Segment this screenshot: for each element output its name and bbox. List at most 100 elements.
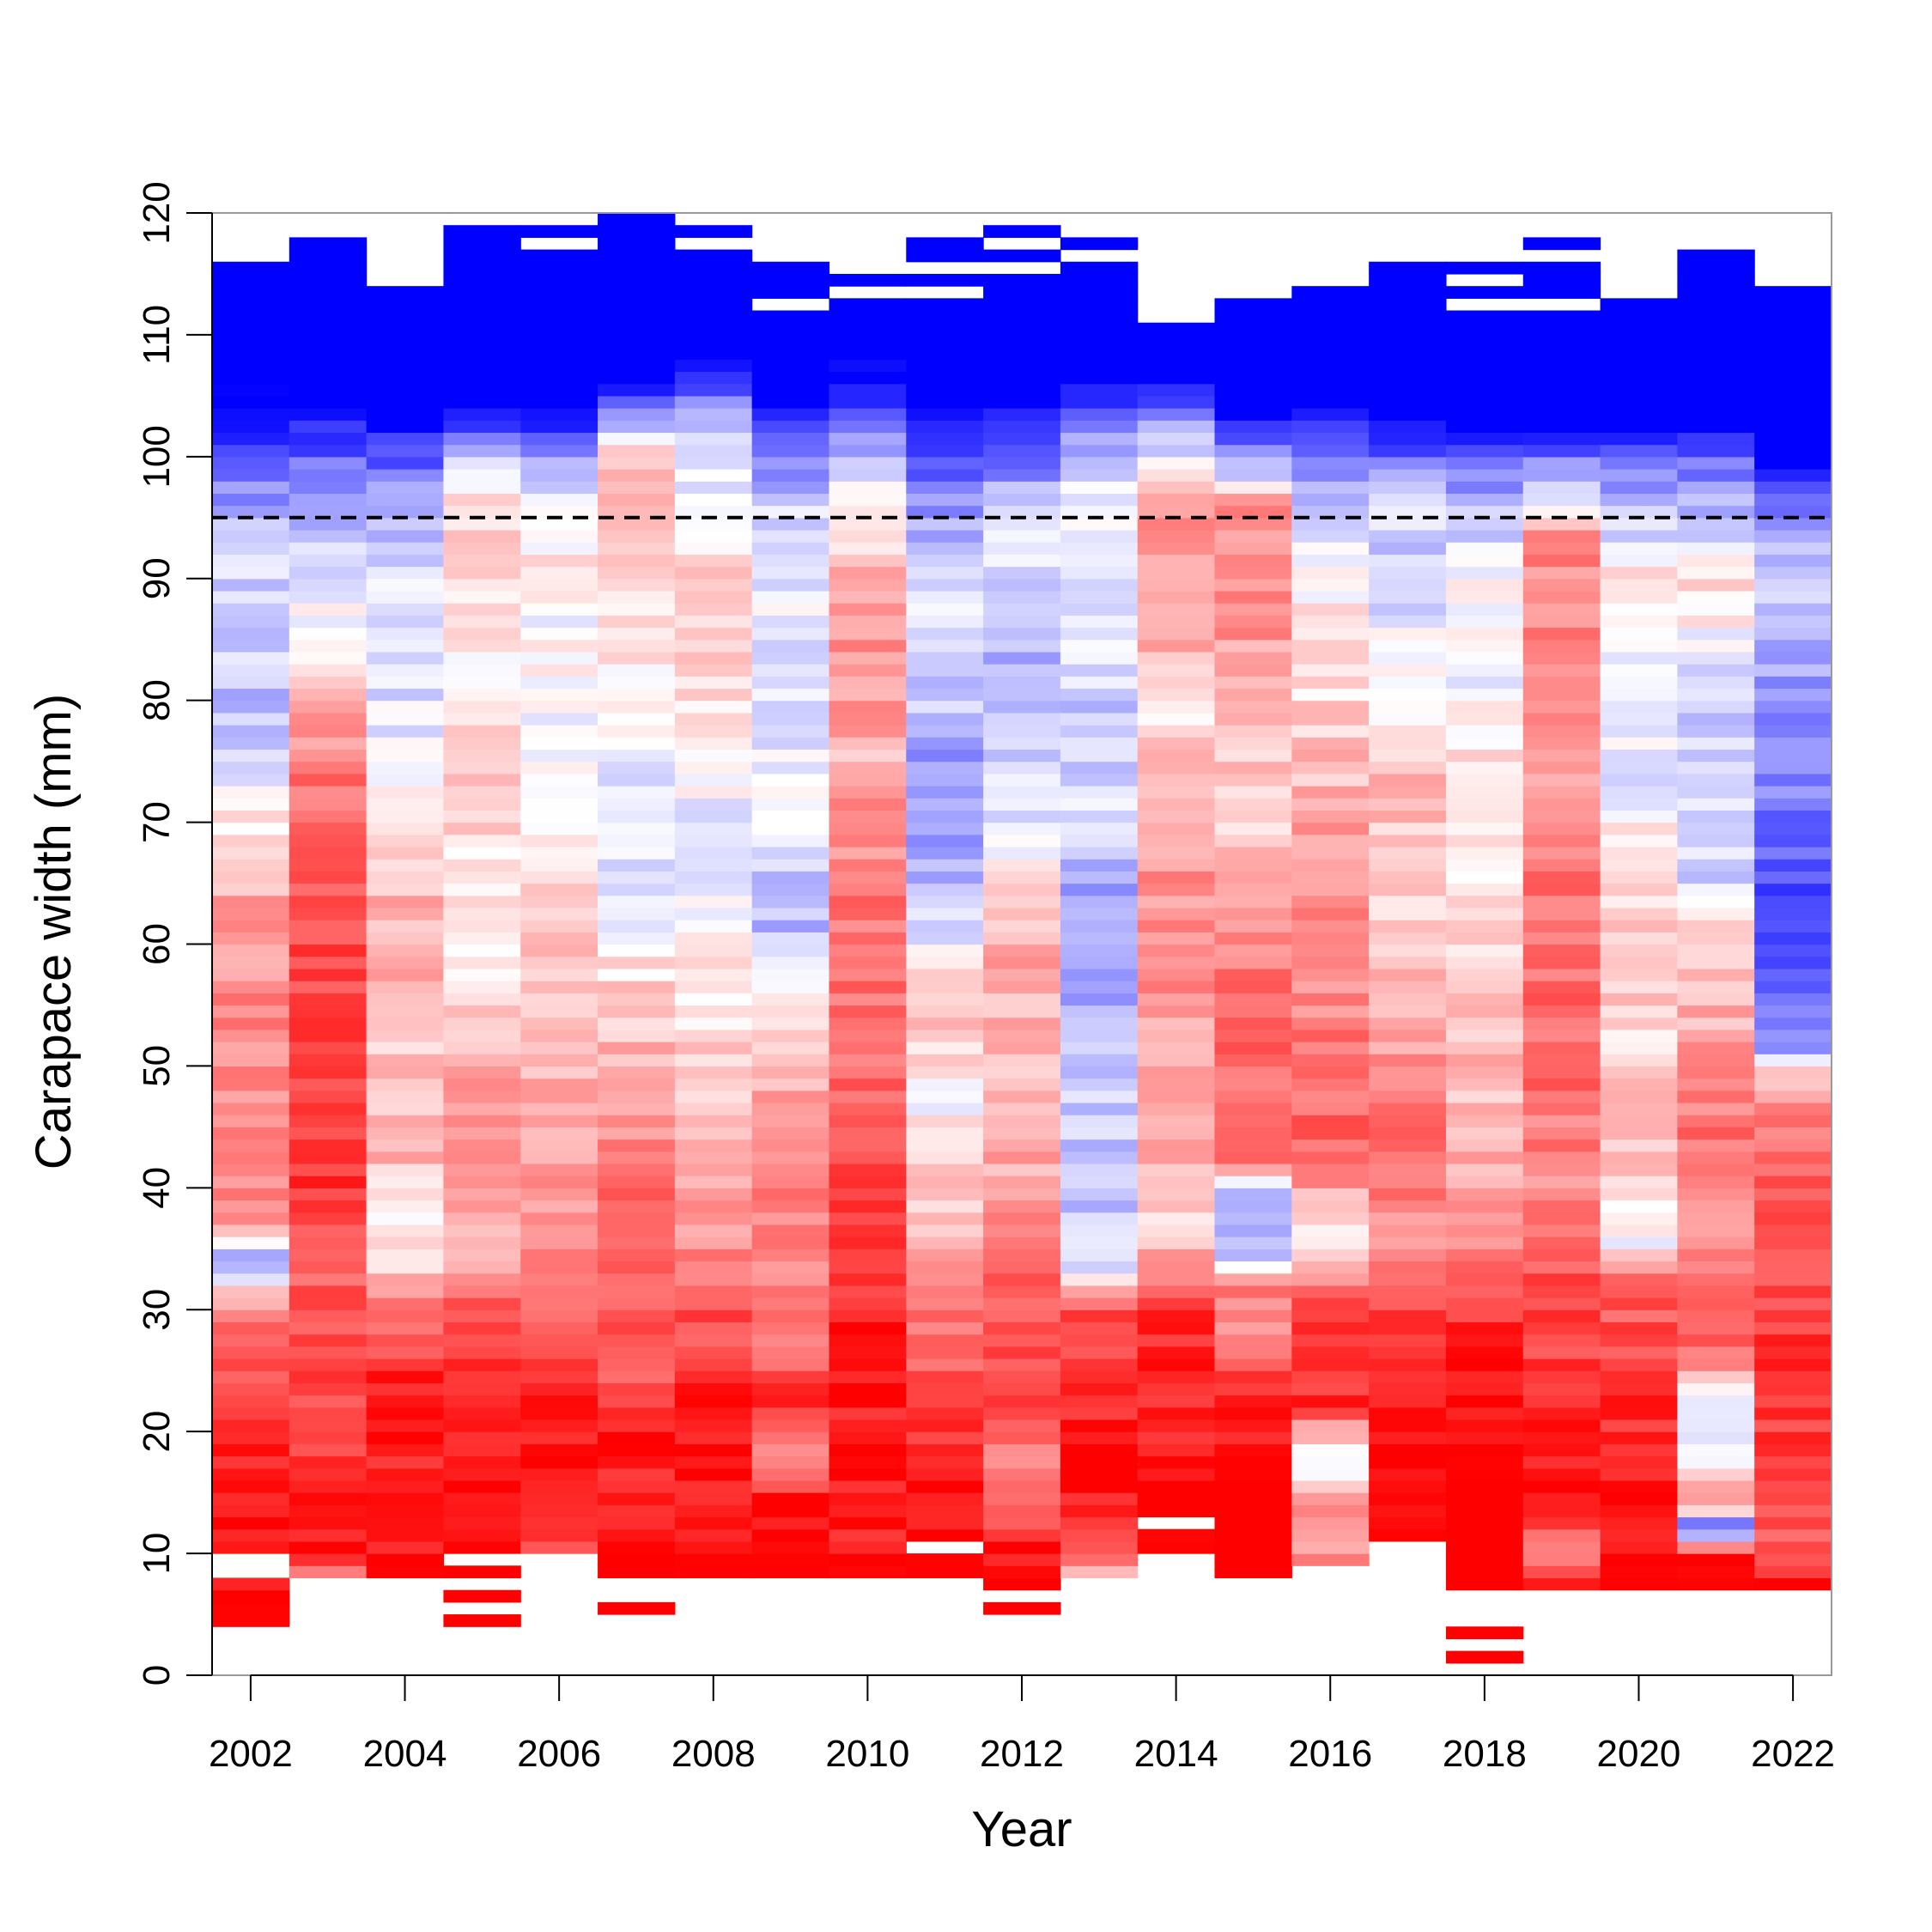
heatmap-cell	[1214, 1406, 1292, 1420]
heatmap-cell	[1060, 1528, 1139, 1542]
heatmap-cell	[1445, 895, 1524, 908]
heatmap-cell	[1677, 786, 1755, 799]
heatmap-cell	[1137, 542, 1216, 555]
heatmap-cell	[1677, 627, 1755, 641]
heatmap-cell	[1214, 810, 1292, 823]
heatmap-cell	[1677, 395, 1755, 409]
heatmap-cell	[983, 1394, 1061, 1408]
heatmap-cell	[1754, 1346, 1832, 1359]
heatmap-cell	[443, 1321, 521, 1335]
heatmap-cell	[674, 1054, 753, 1067]
heatmap-cell	[520, 1188, 598, 1201]
heatmap-cell	[674, 1127, 753, 1140]
x-axis: 2002 2004 2006 2008 2010 2012 2014 2016 2018 2020…	[209, 1674, 1835, 1775]
heatmap-cell	[1060, 700, 1139, 714]
heatmap-cell	[751, 786, 830, 799]
heatmap-cell	[212, 505, 290, 519]
heatmap-cell	[366, 590, 445, 604]
heatmap-cell	[1754, 749, 1832, 762]
heatmap-cell	[1060, 737, 1139, 750]
heatmap-cell	[212, 1443, 290, 1457]
heatmap-cell	[1754, 859, 1832, 872]
heatmap-cell	[751, 517, 830, 531]
heatmap-cell	[289, 1261, 368, 1274]
heatmap-cell	[1522, 1467, 1601, 1481]
heatmap-cell	[1445, 725, 1524, 738]
heatmap-cell	[674, 773, 753, 787]
heatmap-cell	[1522, 883, 1601, 896]
heatmap-cell	[1060, 822, 1139, 835]
heatmap-cell	[1445, 1127, 1524, 1140]
heatmap-cell	[983, 798, 1061, 811]
heatmap-cell	[1291, 1212, 1370, 1225]
heatmap-cell	[598, 1139, 676, 1152]
heatmap-cell	[598, 1492, 676, 1505]
heatmap-cell	[674, 383, 753, 397]
heatmap-cell	[983, 408, 1061, 421]
heatmap-cell	[598, 298, 676, 312]
heatmap-cell	[443, 1212, 521, 1225]
heatmap-cell	[751, 408, 830, 421]
heatmap-cell	[674, 615, 753, 629]
heatmap-cell	[1754, 1467, 1832, 1481]
heatmap-cell	[1214, 383, 1292, 397]
heatmap-cell	[983, 566, 1061, 580]
heatmap-cell	[1445, 1163, 1524, 1176]
heatmap-cell	[983, 1273, 1061, 1286]
heatmap-cell	[751, 578, 830, 592]
heatmap-cell	[906, 664, 984, 677]
heatmap-cell	[1600, 1224, 1678, 1237]
heatmap-cell	[1137, 1321, 1216, 1335]
heatmap-cell	[1600, 1078, 1678, 1091]
heatmap-cell	[983, 1492, 1061, 1505]
heatmap-cell	[1600, 1139, 1678, 1152]
heatmap-cell	[1137, 322, 1216, 336]
heatmap-cell	[1754, 883, 1832, 896]
heatmap-cell	[674, 1273, 753, 1286]
heatmap-cell	[1137, 725, 1216, 738]
heatmap-cell	[751, 664, 830, 677]
y-tick-label: 110	[136, 305, 178, 365]
heatmap-cell	[674, 737, 753, 750]
heatmap-cell	[1445, 1321, 1524, 1335]
heatmap-cell	[1677, 725, 1755, 738]
heatmap-cell	[1754, 761, 1832, 775]
heatmap-cell	[1445, 566, 1524, 580]
heatmap-cell	[289, 1321, 368, 1335]
heatmap-cell	[1600, 1528, 1678, 1542]
heatmap-cell	[1522, 737, 1601, 750]
heatmap-cell	[751, 1358, 830, 1371]
heatmap-cell	[1677, 566, 1755, 580]
heatmap-cell	[598, 1285, 676, 1298]
heatmap-cell	[1060, 1115, 1139, 1127]
heatmap-cell	[443, 444, 521, 458]
heatmap-cell	[906, 1321, 984, 1335]
heatmap-cell	[289, 773, 368, 787]
heatmap-cell	[674, 1163, 753, 1176]
heatmap-cell	[674, 1406, 753, 1420]
heatmap-cell	[1522, 1017, 1601, 1030]
heatmap-cell	[289, 1102, 368, 1115]
heatmap-cell	[1291, 578, 1370, 592]
heatmap-cell	[212, 408, 290, 421]
heatmap-cell	[443, 1309, 521, 1323]
heatmap-cell	[1291, 1188, 1370, 1201]
heatmap-cell	[1214, 688, 1292, 702]
heatmap-cell	[598, 1102, 676, 1115]
heatmap-cell	[1445, 1577, 1524, 1591]
y-tick-label: 10	[136, 1533, 178, 1575]
heatmap-cell	[983, 1078, 1061, 1091]
heatmap-cell	[1677, 1309, 1755, 1323]
heatmap-cell	[1369, 347, 1447, 360]
heatmap-cell	[212, 1589, 290, 1603]
heatmap-cell	[751, 1565, 830, 1579]
heatmap-cell	[1754, 1224, 1832, 1237]
heatmap-cell	[1754, 810, 1832, 823]
heatmap-cell	[289, 1127, 368, 1140]
heatmap-cell	[1060, 408, 1139, 421]
heatmap-cell	[520, 249, 598, 263]
x-tick-label: 2006	[517, 1733, 601, 1775]
heatmap-cell	[1137, 1492, 1216, 1505]
heatmap-cell	[829, 578, 907, 592]
heatmap-cell	[983, 225, 1061, 238]
